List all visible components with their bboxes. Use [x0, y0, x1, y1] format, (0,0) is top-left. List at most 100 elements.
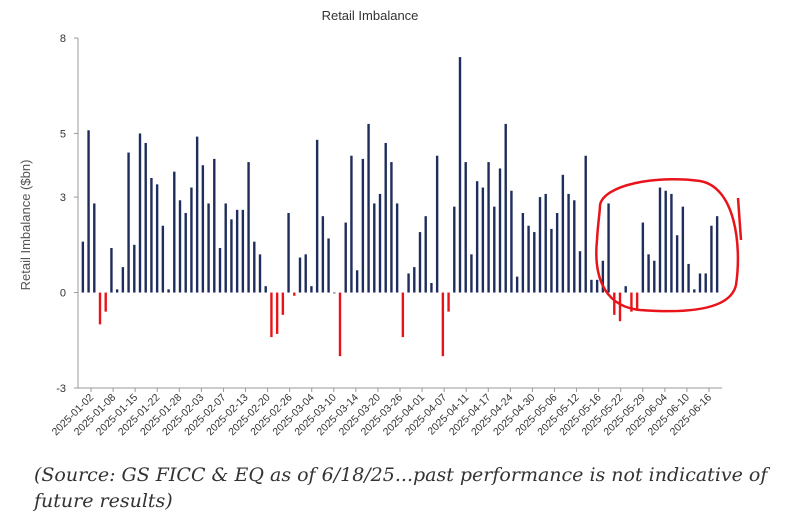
bar [155, 184, 159, 293]
highlight-oval [595, 178, 740, 313]
bar [567, 193, 570, 293]
bar [81, 241, 85, 293]
y-tick-label: 3 [60, 192, 66, 204]
bar [247, 162, 250, 293]
bar [344, 222, 347, 293]
bar [333, 292, 336, 294]
bar [241, 209, 245, 293]
y-tick-label: 8 [60, 33, 66, 45]
bar [235, 209, 239, 293]
bar [504, 123, 507, 293]
bar [664, 190, 667, 293]
bar [378, 193, 382, 293]
bar [281, 292, 285, 315]
bar [258, 254, 262, 293]
bar [555, 213, 559, 293]
bar [430, 283, 433, 293]
bar [264, 286, 267, 293]
bar [613, 292, 616, 315]
bar [681, 206, 685, 293]
bar [573, 200, 576, 293]
bar [704, 273, 707, 293]
bar [698, 273, 702, 293]
bar [493, 206, 496, 293]
bar [190, 187, 193, 293]
bar [561, 174, 565, 293]
bar [310, 286, 313, 293]
bar [98, 292, 102, 325]
bar [395, 203, 399, 293]
bar [373, 203, 376, 293]
bar [481, 187, 485, 293]
bar [327, 238, 330, 293]
bar [224, 203, 227, 293]
bar [675, 235, 679, 293]
bar [670, 193, 673, 293]
bar [635, 292, 639, 309]
bar [544, 193, 547, 293]
bar [435, 155, 439, 293]
bar [253, 241, 256, 293]
bar [293, 292, 296, 296]
bar [424, 216, 427, 293]
bar [475, 181, 479, 293]
bar [607, 203, 610, 293]
bar [167, 289, 170, 293]
bar [178, 200, 182, 293]
bar [150, 178, 153, 293]
bar [527, 225, 530, 293]
bar [367, 123, 370, 293]
bar [630, 292, 633, 312]
bar [447, 292, 450, 312]
bar [207, 203, 210, 293]
bar [213, 158, 216, 293]
bar [350, 155, 353, 293]
bar [121, 267, 125, 293]
bar [601, 260, 605, 293]
source-note: (Source: GS FICC & EQ as of 6/18/25...pa… [34, 464, 768, 512]
bar [464, 162, 467, 293]
bar [538, 197, 542, 293]
bar [138, 133, 142, 293]
bar [715, 216, 719, 293]
bar [173, 171, 176, 293]
bar [361, 158, 365, 293]
highlight-oval-tail [736, 197, 743, 241]
bar [104, 292, 107, 312]
bar [87, 130, 90, 293]
bar [321, 216, 325, 293]
bar [693, 289, 696, 293]
bar [304, 254, 307, 293]
bar [453, 206, 456, 293]
annotation-group [595, 178, 743, 313]
bar [590, 279, 593, 293]
bar [355, 270, 359, 293]
bar [647, 254, 650, 293]
y-axis-label: Retail Imbalance ($bn) [18, 160, 33, 291]
bar [578, 251, 582, 293]
bar [470, 254, 473, 293]
bar [384, 143, 387, 293]
bar [401, 292, 405, 338]
bar [487, 162, 490, 293]
y-ticks: -3 0 3 5 8 [56, 33, 78, 395]
bar [201, 165, 205, 293]
y-tick-label: -3 [56, 383, 66, 395]
bar [595, 279, 599, 293]
bar [624, 286, 627, 293]
bar [93, 203, 96, 293]
bar [161, 225, 165, 293]
bar [458, 57, 462, 293]
bar [184, 213, 187, 293]
bar [298, 257, 302, 293]
bar [144, 143, 147, 293]
bar [133, 244, 136, 293]
bar [115, 289, 119, 293]
bar [550, 228, 553, 293]
bars [81, 57, 719, 357]
bar [315, 139, 319, 293]
bar [230, 219, 233, 293]
bar [515, 276, 519, 293]
bar [407, 273, 410, 293]
bar [195, 136, 199, 293]
